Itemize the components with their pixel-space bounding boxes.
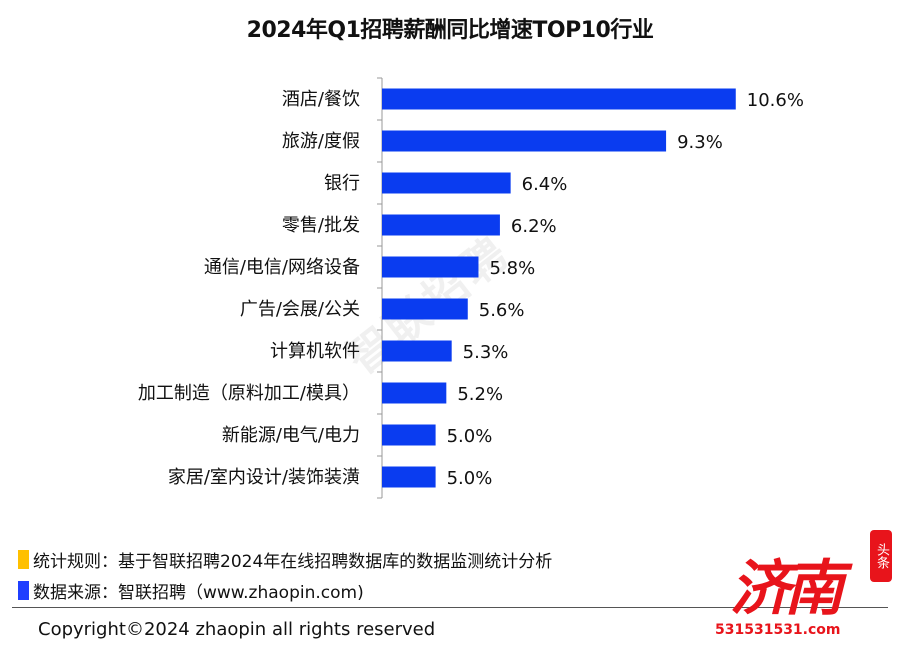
data-label: 5.3% [463, 342, 509, 363]
bar [382, 424, 436, 446]
divider [12, 607, 888, 608]
data-label: 5.0% [447, 426, 493, 447]
bar [382, 382, 447, 404]
bar [382, 214, 500, 236]
category-label: 通信/电信/网络设备 [204, 257, 360, 278]
bar [382, 172, 511, 194]
copyright: Copyright©2024 zhaopin all rights reserv… [38, 619, 436, 640]
logo-url: 531531531.com [715, 622, 841, 638]
category-label: 酒店/餐饮 [282, 89, 360, 110]
category-label: 银行 [324, 173, 360, 194]
data-label: 10.6% [747, 90, 804, 111]
jinan-toutiao-logo: 济南 头条 531531531.com [715, 530, 895, 640]
bar [382, 298, 468, 320]
data-label: 5.0% [447, 468, 493, 489]
note-source-text: 数据来源：智联招聘（www.zhaopin.com) [33, 583, 364, 603]
category-label: 家居/室内设计/装饰装潢 [168, 467, 360, 488]
category-label: 广告/会展/公关 [240, 299, 360, 320]
yellow-square-icon [18, 550, 29, 569]
bar-chart: 酒店/餐饮 10.6% 旅游/度假 9.3% 银行 6.4% 零售/批发 6.2% 通信/电信/… [138, 77, 804, 499]
category-label: 旅游/度假 [282, 131, 360, 152]
note-rule: 统计规则：基于智联招聘2024年在线招聘数据库的数据监测统计分析 [18, 547, 552, 572]
chart-title: 2024年Q1招聘薪酬同比增速TOP10行业 [246, 18, 654, 43]
note-source: 数据来源：智联招聘（www.zhaopin.com) [18, 578, 364, 603]
category-label: 零售/批发 [282, 215, 360, 236]
data-label: 5.6% [479, 300, 525, 321]
data-label: 9.3% [677, 132, 723, 153]
data-label: 5.2% [457, 384, 503, 405]
note-rule-text: 统计规则：基于智联招聘2024年在线招聘数据库的数据监测统计分析 [33, 552, 553, 572]
bar [382, 130, 667, 152]
bar [382, 466, 436, 488]
data-label: 6.2% [511, 216, 557, 237]
logo-badge: 头条 [870, 530, 892, 582]
blue-square-icon [18, 581, 29, 600]
category-label: 计算机软件 [270, 341, 360, 362]
bar [382, 88, 736, 110]
logo-text: 济南 [730, 554, 844, 624]
data-label: 6.4% [522, 174, 568, 195]
bar [382, 256, 479, 278]
category-label: 新能源/电气/电力 [222, 425, 360, 446]
category-label: 加工制造（原料加工/模具） [138, 383, 360, 404]
data-label: 5.8% [489, 258, 535, 279]
bar [382, 340, 452, 362]
